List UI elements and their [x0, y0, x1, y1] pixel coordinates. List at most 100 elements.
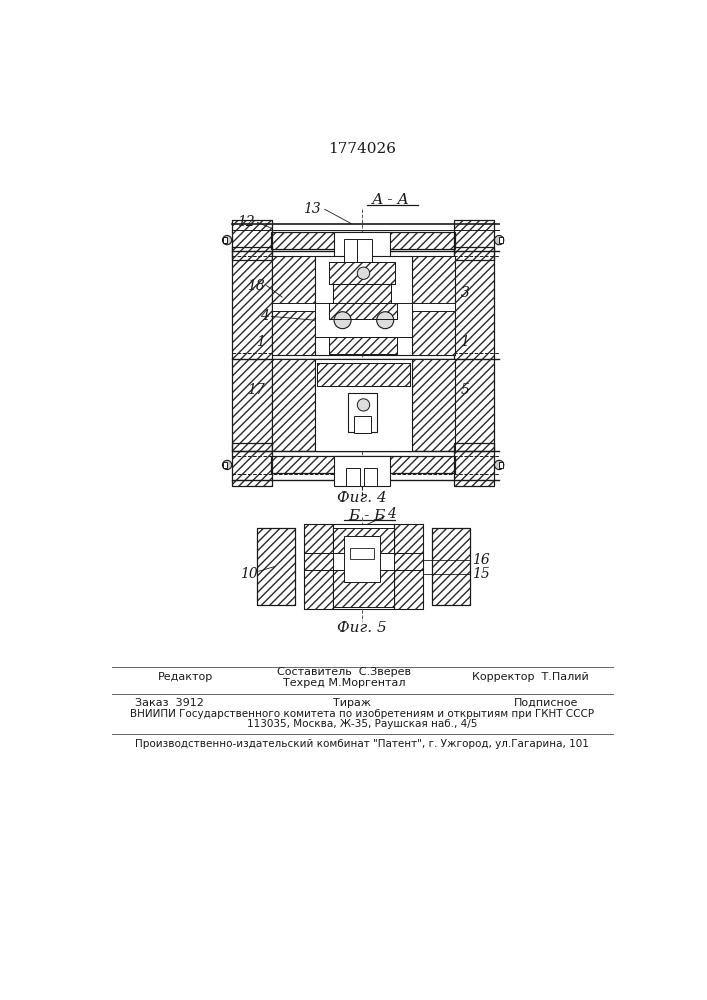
Bar: [454, 220, 494, 260]
Bar: [394, 524, 423, 609]
Bar: [329, 303, 397, 319]
Bar: [272, 256, 315, 355]
Bar: [329, 262, 395, 284]
Bar: [271, 232, 455, 249]
Bar: [304, 524, 333, 609]
Bar: [333, 570, 394, 607]
Bar: [232, 443, 272, 486]
Bar: [272, 256, 315, 355]
Text: Составитель  С.Зверев: Составитель С.Зверев: [277, 667, 411, 677]
Text: Тираж: Тираж: [333, 698, 371, 708]
Bar: [329, 303, 397, 319]
Bar: [232, 220, 272, 260]
Text: 15: 15: [472, 567, 490, 581]
Bar: [315, 359, 412, 451]
Text: Подписное: Подписное: [513, 698, 578, 708]
Circle shape: [223, 460, 232, 470]
Bar: [412, 256, 455, 355]
Bar: [257, 528, 295, 605]
Text: Заказ  3912: Заказ 3912: [135, 698, 204, 708]
Text: Б - Б: Б - Б: [349, 509, 386, 523]
Circle shape: [334, 312, 351, 329]
Bar: [257, 528, 295, 605]
Bar: [317, 363, 410, 386]
Bar: [412, 359, 455, 451]
Text: А - А: А - А: [372, 193, 409, 207]
Bar: [271, 456, 455, 473]
Bar: [412, 303, 455, 311]
Bar: [499, 462, 503, 468]
Circle shape: [223, 235, 232, 245]
Text: 16: 16: [472, 553, 490, 567]
Text: 113035, Москва, Ж-35, Раушская наб., 4/5: 113035, Москва, Ж-35, Раушская наб., 4/5: [247, 719, 477, 729]
Bar: [317, 363, 410, 386]
Circle shape: [377, 312, 394, 329]
Bar: [333, 284, 391, 303]
Text: 5: 5: [460, 382, 469, 396]
Text: Редактор: Редактор: [158, 672, 214, 682]
Bar: [344, 239, 360, 264]
Bar: [304, 524, 333, 609]
Circle shape: [357, 267, 370, 279]
Text: 3: 3: [460, 286, 469, 300]
Bar: [223, 462, 227, 468]
Bar: [354, 416, 371, 433]
Bar: [412, 359, 455, 451]
Text: 1: 1: [460, 335, 469, 349]
Bar: [333, 570, 394, 607]
Circle shape: [494, 235, 504, 245]
Bar: [329, 337, 397, 354]
Text: Корректор  Т.Палий: Корректор Т.Палий: [472, 672, 588, 682]
Text: 17: 17: [247, 382, 265, 396]
Bar: [272, 359, 315, 451]
Bar: [257, 528, 295, 605]
Bar: [271, 456, 455, 473]
Bar: [394, 524, 423, 609]
Bar: [232, 247, 272, 451]
Bar: [315, 303, 412, 337]
Text: Техред М.Моргентал: Техред М.Моргентал: [283, 678, 405, 688]
Bar: [454, 247, 494, 451]
Bar: [454, 247, 494, 451]
Bar: [356, 239, 372, 264]
Text: Фиг. 4: Фиг. 4: [337, 491, 387, 505]
Text: Производственно-издательский комбинат "Патент", г. Ужгород, ул.Гагарина, 101: Производственно-издательский комбинат "П…: [135, 739, 589, 749]
Bar: [333, 528, 394, 553]
Text: 18: 18: [247, 279, 265, 293]
Bar: [315, 256, 412, 355]
Bar: [433, 528, 469, 605]
Bar: [348, 393, 378, 432]
Bar: [272, 359, 315, 451]
Bar: [433, 528, 469, 605]
Bar: [304, 553, 423, 570]
Text: 4: 4: [260, 309, 269, 323]
Text: 4: 4: [387, 507, 396, 521]
Bar: [333, 553, 394, 570]
Bar: [232, 220, 272, 260]
Bar: [232, 443, 272, 486]
Bar: [333, 528, 394, 553]
Bar: [346, 468, 361, 486]
Text: 13: 13: [303, 202, 321, 216]
Bar: [329, 262, 395, 284]
Bar: [394, 524, 423, 609]
Bar: [334, 456, 390, 486]
Bar: [454, 443, 494, 486]
Bar: [272, 256, 315, 355]
Bar: [272, 359, 315, 451]
Bar: [232, 247, 272, 451]
Bar: [232, 247, 272, 451]
Text: 12: 12: [238, 215, 255, 229]
Bar: [333, 524, 394, 609]
Bar: [454, 443, 494, 486]
Bar: [317, 363, 410, 386]
Bar: [304, 553, 423, 570]
Bar: [329, 337, 397, 354]
Bar: [272, 303, 315, 311]
Bar: [454, 220, 494, 260]
Text: ВНИИПИ Государственного комитета по изобретениям и открытиям при ГКНТ СССР: ВНИИПИ Государственного комитета по изоб…: [130, 709, 594, 719]
Bar: [271, 232, 455, 249]
Bar: [271, 232, 455, 249]
Bar: [454, 247, 494, 451]
Bar: [454, 443, 494, 486]
